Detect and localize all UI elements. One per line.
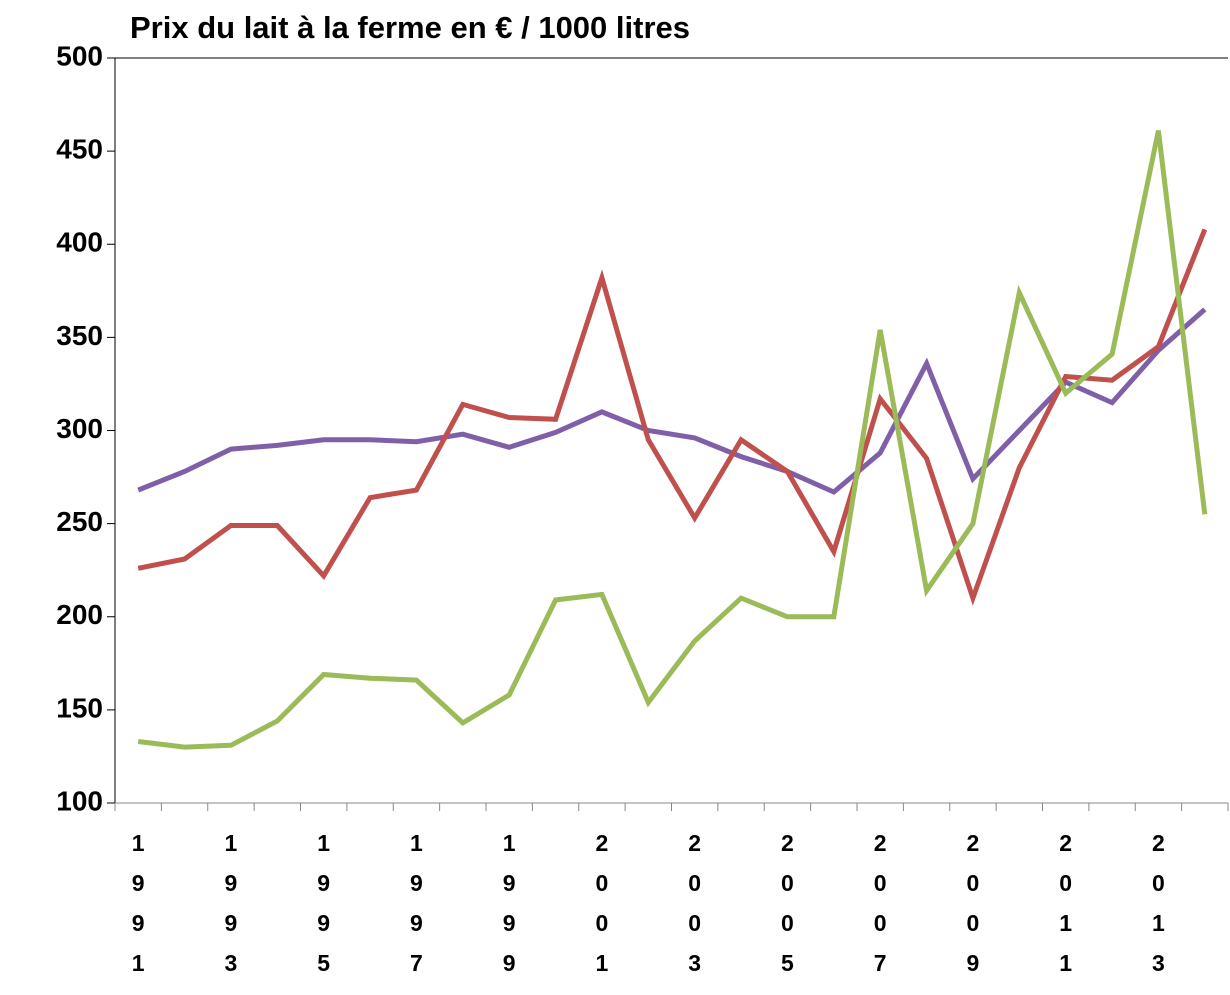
y-tick-label: 250 — [56, 506, 103, 537]
y-tick-label: 450 — [56, 134, 103, 165]
line-series — [137, 228, 1208, 606]
y-tick-label: 300 — [56, 413, 103, 444]
y-tick-label: 400 — [56, 227, 103, 258]
y-tick-label: 150 — [56, 692, 103, 723]
chart-title: Prix du lait à la ferme en € / 1000 litr… — [130, 10, 690, 45]
line-series — [137, 307, 1207, 495]
y-tick-label: 350 — [56, 320, 103, 351]
y-tick-label: 200 — [56, 599, 103, 630]
y-tick-label: 100 — [56, 785, 103, 816]
line-series — [137, 130, 1208, 750]
y-tick-label: 500 — [56, 40, 103, 71]
